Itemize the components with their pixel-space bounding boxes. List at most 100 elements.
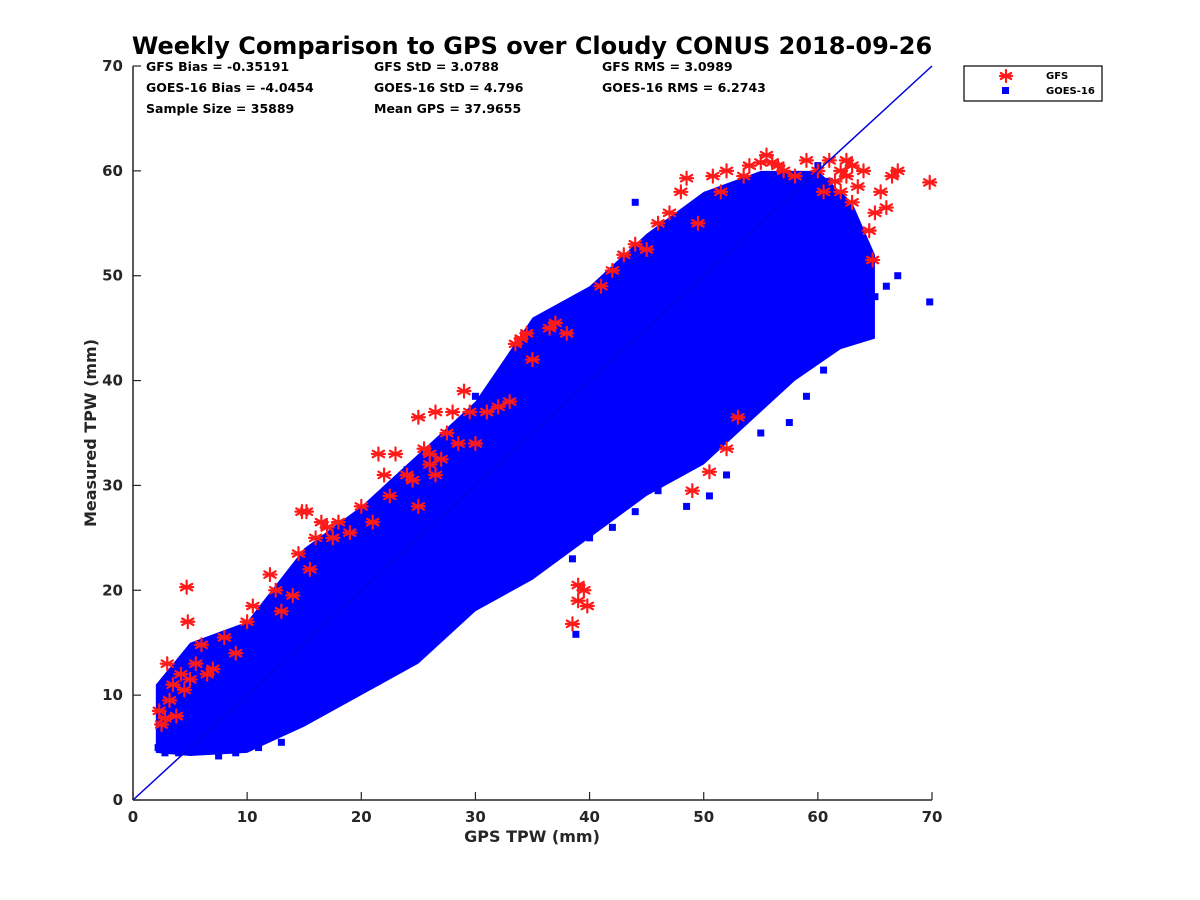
gfs-point — [579, 598, 595, 614]
goes-16-point — [757, 240, 765, 248]
gfs-point — [376, 467, 392, 483]
gfs-point — [387, 446, 404, 462]
goes-16-point — [608, 523, 616, 531]
legend-gfs-asterisk — [998, 68, 1014, 84]
goes-16-point — [791, 209, 799, 217]
gfs-point — [684, 483, 700, 499]
goes-16-point — [572, 630, 580, 638]
gfs-point — [878, 199, 894, 216]
goes-16-point — [169, 733, 177, 741]
goes-16-point — [665, 324, 673, 332]
gfs-point — [382, 488, 398, 504]
gfs-point — [502, 393, 518, 410]
goes-16-point — [568, 555, 576, 563]
gfs-point — [330, 514, 347, 530]
goes-16-point — [802, 198, 810, 206]
gfs-point — [865, 252, 881, 268]
gfs-point — [850, 178, 866, 195]
gfs-point — [787, 168, 803, 184]
goes-16-point — [460, 607, 468, 615]
gfs-point — [490, 399, 506, 415]
goes-16-point — [300, 712, 308, 720]
gfs-point — [205, 661, 221, 677]
gfs-point — [570, 577, 586, 593]
legend-goes-16-square — [1002, 87, 1009, 94]
goes-16-point — [483, 492, 491, 500]
x-tick-label: 50 — [693, 808, 714, 826]
legend: GFS GOES-16 — [963, 65, 1103, 102]
goes-16-point — [586, 534, 594, 542]
y-axis-ticks: 0 10 20 30 40 50 60 70 — [102, 57, 141, 809]
y-axis-label: Measured TPW (mm) — [81, 339, 100, 527]
goes-16-point — [643, 345, 651, 353]
gfs-point — [290, 545, 307, 562]
goes-16-point — [392, 649, 400, 657]
goes-16-point — [529, 450, 536, 458]
goes-16-point — [346, 681, 354, 689]
x-tick-label: 70 — [922, 808, 943, 826]
goes-16-point — [820, 366, 828, 374]
goes-16-point — [745, 251, 753, 259]
goes-16-point — [608, 377, 616, 385]
gfs-point — [450, 435, 466, 452]
gfs-point — [873, 184, 889, 200]
goes-16-point — [705, 492, 713, 500]
goes-16-point — [460, 513, 468, 521]
gfs-point — [245, 598, 261, 614]
gfs-point — [564, 616, 581, 632]
gfs-point — [844, 194, 860, 210]
gfs-point — [370, 446, 387, 462]
goes-16-point — [323, 702, 331, 710]
gfs-point — [524, 352, 541, 368]
goes-16-point — [215, 752, 223, 760]
x-tick-label: 30 — [465, 808, 486, 826]
gfs-point — [410, 409, 426, 425]
goes-16-point — [688, 303, 696, 311]
goes-16-point — [631, 508, 639, 516]
gfs-point — [798, 152, 815, 168]
goes-16-point — [232, 723, 240, 731]
legend-gfs-label: GFS — [1046, 71, 1068, 82]
gfs-point — [467, 435, 484, 452]
goes-16-point — [357, 618, 365, 626]
goes-16-point — [768, 177, 776, 185]
goes-16-point — [837, 335, 845, 343]
stat-gfs-rms: GFS RMS = 3.0989 — [602, 59, 733, 74]
gfs-point — [433, 451, 449, 467]
goes-16-point — [369, 597, 377, 605]
goes-16-point — [854, 324, 862, 332]
stat-sample-size: Sample Size = 35889 — [146, 101, 294, 116]
gfs-point — [159, 656, 175, 672]
goes-16-point — [586, 398, 594, 406]
goes-16-point — [723, 272, 731, 280]
gfs-point — [353, 498, 369, 515]
goes-16-point — [768, 230, 776, 238]
chart-title: Weekly Comparison to GPS over Cloudy CON… — [132, 32, 932, 60]
gfs-point — [422, 456, 438, 473]
goes-16-point — [506, 471, 514, 479]
one-to-one-line — [132, 65, 933, 801]
goes-16-point — [277, 738, 285, 746]
gfs-point — [439, 425, 455, 441]
goes-16-point — [300, 660, 308, 668]
gfs-point — [285, 587, 301, 604]
gfs-point — [168, 708, 184, 724]
goes-16-point — [380, 502, 388, 510]
gfs-point — [298, 504, 315, 520]
gfs-point — [867, 205, 883, 221]
goes-16-point — [197, 744, 205, 752]
goes-16-point — [494, 481, 502, 489]
density-layer — [155, 170, 875, 756]
goes-16-point — [506, 356, 514, 364]
y-tick-label: 0 — [113, 791, 123, 809]
goes-16-point — [871, 293, 879, 301]
goes-16-point — [529, 345, 536, 353]
goes-16-point — [380, 586, 388, 594]
gfs-point — [593, 278, 609, 294]
goes-16-point — [209, 681, 217, 689]
gfs-point — [479, 404, 495, 420]
y-tick-label: 40 — [102, 372, 123, 390]
stat-goes-std: GOES-16 StD = 4.796 — [374, 80, 524, 95]
goes-16-point — [757, 429, 765, 437]
gfs-point — [718, 163, 735, 179]
